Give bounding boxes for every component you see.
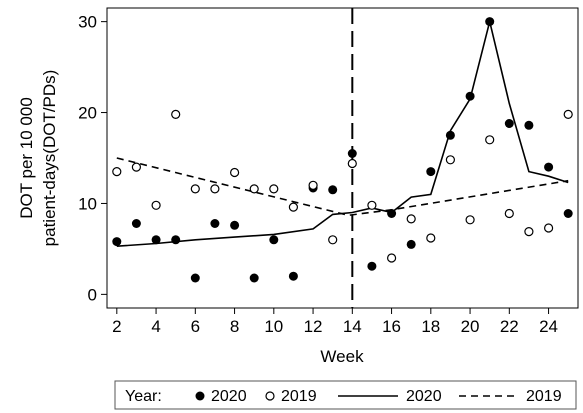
x-tick-label: 8	[230, 317, 239, 336]
point-filled-2020	[465, 91, 475, 101]
point-open-2019	[465, 215, 475, 225]
legend-label-2020-points: 2020	[211, 388, 247, 405]
y-axis-title-line-2: patient-days(DOT/PDs)	[40, 70, 59, 247]
data-points	[112, 17, 573, 283]
legend-box	[114, 380, 577, 410]
point-filled-2020	[288, 271, 298, 281]
x-tick-label: 2	[112, 317, 121, 336]
x-tick-label: 12	[304, 317, 323, 336]
x-tick-label: 22	[500, 317, 519, 336]
series-line-dashed-2019	[116, 157, 569, 217]
point-filled-2020	[112, 237, 122, 247]
point-filled-2020	[524, 120, 534, 130]
point-filled-2020	[406, 239, 416, 249]
point-open-2019	[485, 135, 495, 145]
point-filled-2020	[563, 209, 573, 218]
x-axis: 2 4 6 8 10 12 14 16 18 20 22 24	[112, 308, 558, 336]
point-filled-2020	[426, 167, 436, 177]
x-tick-label: 24	[539, 317, 558, 336]
point-open-2019	[151, 200, 161, 210]
x-tick-label: 4	[151, 317, 160, 336]
x-tick-label: 18	[421, 317, 440, 336]
x-tick-label: 16	[382, 317, 401, 336]
x-tick-label: 20	[461, 317, 480, 336]
point-filled-2020	[328, 185, 338, 195]
point-filled-2020	[151, 235, 161, 245]
point-open-2019	[387, 253, 397, 263]
point-open-2019	[426, 233, 436, 243]
legend-label-2019-line: 2019	[526, 388, 562, 405]
point-open-2019	[308, 180, 318, 190]
legend-open-circle-marker	[265, 391, 275, 401]
y-axis: 0 10 20 30	[78, 13, 107, 304]
y-tick-label: 30	[78, 13, 97, 32]
point-open-2019	[347, 158, 357, 169]
y-tick-label: 0	[88, 285, 97, 304]
point-open-2019	[112, 167, 122, 177]
point-open-2019	[249, 184, 259, 194]
point-filled-2020	[367, 261, 377, 271]
point-filled-2020	[249, 273, 259, 283]
x-axis-title: Week	[320, 347, 364, 366]
point-open-2019	[230, 167, 240, 178]
x-tick-label: 10	[264, 317, 283, 336]
trend-lines	[116, 21, 569, 247]
point-filled-2020	[485, 17, 495, 27]
y-axis-title-line-1: DOT per 10 000	[17, 97, 36, 219]
point-open-2019	[190, 184, 200, 194]
point-open-2019	[131, 162, 141, 172]
point-open-2019	[504, 208, 514, 219]
plot-frame	[106, 7, 579, 309]
point-filled-2020	[131, 219, 141, 228]
point-filled-2020	[387, 209, 397, 218]
point-open-2019	[288, 202, 298, 212]
point-filled-2020	[445, 130, 455, 140]
point-filled-2020	[171, 235, 181, 245]
point-filled-2020	[190, 273, 200, 283]
point-open-2019	[524, 227, 534, 237]
point-filled-2020	[269, 235, 279, 245]
point-open-2019	[543, 223, 554, 233]
legend-label-2020-line: 2020	[406, 388, 442, 405]
point-open-2019	[171, 109, 181, 120]
point-filled-2020	[230, 220, 240, 230]
legend-filled-circle-marker	[195, 391, 205, 401]
point-open-2019	[210, 184, 220, 194]
point-open-2019	[367, 200, 377, 210]
legend-title: Year:	[125, 388, 162, 405]
point-filled-2020	[544, 162, 554, 172]
y-tick-label: 10	[78, 194, 97, 213]
point-filled-2020	[210, 219, 220, 228]
point-open-2019	[445, 155, 455, 165]
point-open-2019	[269, 184, 279, 194]
point-open-2019	[563, 109, 573, 120]
point-filled-2020	[347, 149, 357, 158]
series-line-solid-2020	[116, 21, 569, 247]
x-tick-label: 14	[343, 317, 362, 336]
point-open-2019	[406, 214, 416, 224]
y-tick-label: 20	[78, 104, 97, 123]
point-filled-2020	[504, 119, 514, 128]
legend: Year: 2020 2019 2020 2019	[114, 380, 577, 410]
x-tick-label: 6	[191, 317, 200, 336]
point-open-2019	[328, 235, 338, 245]
legend-label-2019-points: 2019	[281, 388, 317, 405]
